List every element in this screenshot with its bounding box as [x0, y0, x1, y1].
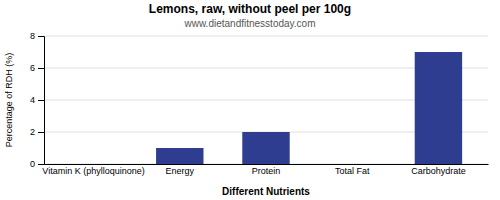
y-tick: 2 — [30, 127, 44, 137]
y-axis: 0 2 4 6 8 — [30, 31, 45, 169]
y-tick-mark — [38, 164, 44, 165]
bar — [329, 164, 376, 165]
y-axis-title: Percentage of RDH (%) — [4, 53, 14, 148]
y-tick-label: 4 — [30, 95, 35, 105]
x-tick-label: Total Fat — [335, 166, 370, 176]
grid — [44, 36, 488, 164]
y-tick-label: 6 — [30, 63, 35, 73]
x-axis-line — [45, 164, 489, 165]
y-tick: 6 — [30, 63, 44, 73]
subtitle: www.dietandfitnesstoday.com — [184, 18, 316, 29]
y-tick-mark — [38, 68, 44, 69]
title: Lemons, raw, without peel per 100g — [149, 2, 351, 16]
x-tick-label: Vitamin K (phylloquinone) — [42, 166, 144, 176]
x-tick: Total Fat — [335, 166, 370, 176]
y-tick-label: 2 — [30, 127, 35, 137]
x-tick-label: Protein — [252, 166, 281, 176]
y-tick-label: 0 — [30, 159, 35, 169]
y-tick-mark — [38, 36, 44, 37]
bars — [156, 52, 462, 164]
bar — [242, 132, 289, 164]
y-tick: 4 — [30, 95, 44, 105]
bar — [70, 164, 117, 165]
y-tick-mark — [38, 100, 44, 101]
y-tick-mark — [38, 132, 44, 133]
gridline — [44, 36, 488, 37]
x-tick: Protein — [252, 166, 281, 176]
x-axis-title: Different Nutrients — [222, 186, 310, 197]
x-tick-label: Energy — [166, 166, 195, 176]
y-tick: 0 — [30, 159, 44, 169]
y-tick: 8 — [30, 31, 44, 41]
plot-area: Vitamin K (phylloquinone) Energy Protein To… — [30, 31, 489, 176]
x-tick: Vitamin K (phylloquinone) — [42, 166, 144, 176]
y-axis-line — [38, 37, 45, 165]
chart: Lemons, raw, without peel per 100g www.di… — [0, 0, 500, 200]
bar — [156, 148, 203, 164]
y-tick-label: 8 — [30, 31, 35, 41]
bar — [415, 52, 462, 164]
x-tick: Energy — [166, 166, 195, 176]
x-tick: Carbohydrate — [411, 166, 466, 176]
x-tick-label: Carbohydrate — [411, 166, 466, 176]
x-axis: Vitamin K (phylloquinone) Energy Protein To… — [42, 165, 488, 177]
